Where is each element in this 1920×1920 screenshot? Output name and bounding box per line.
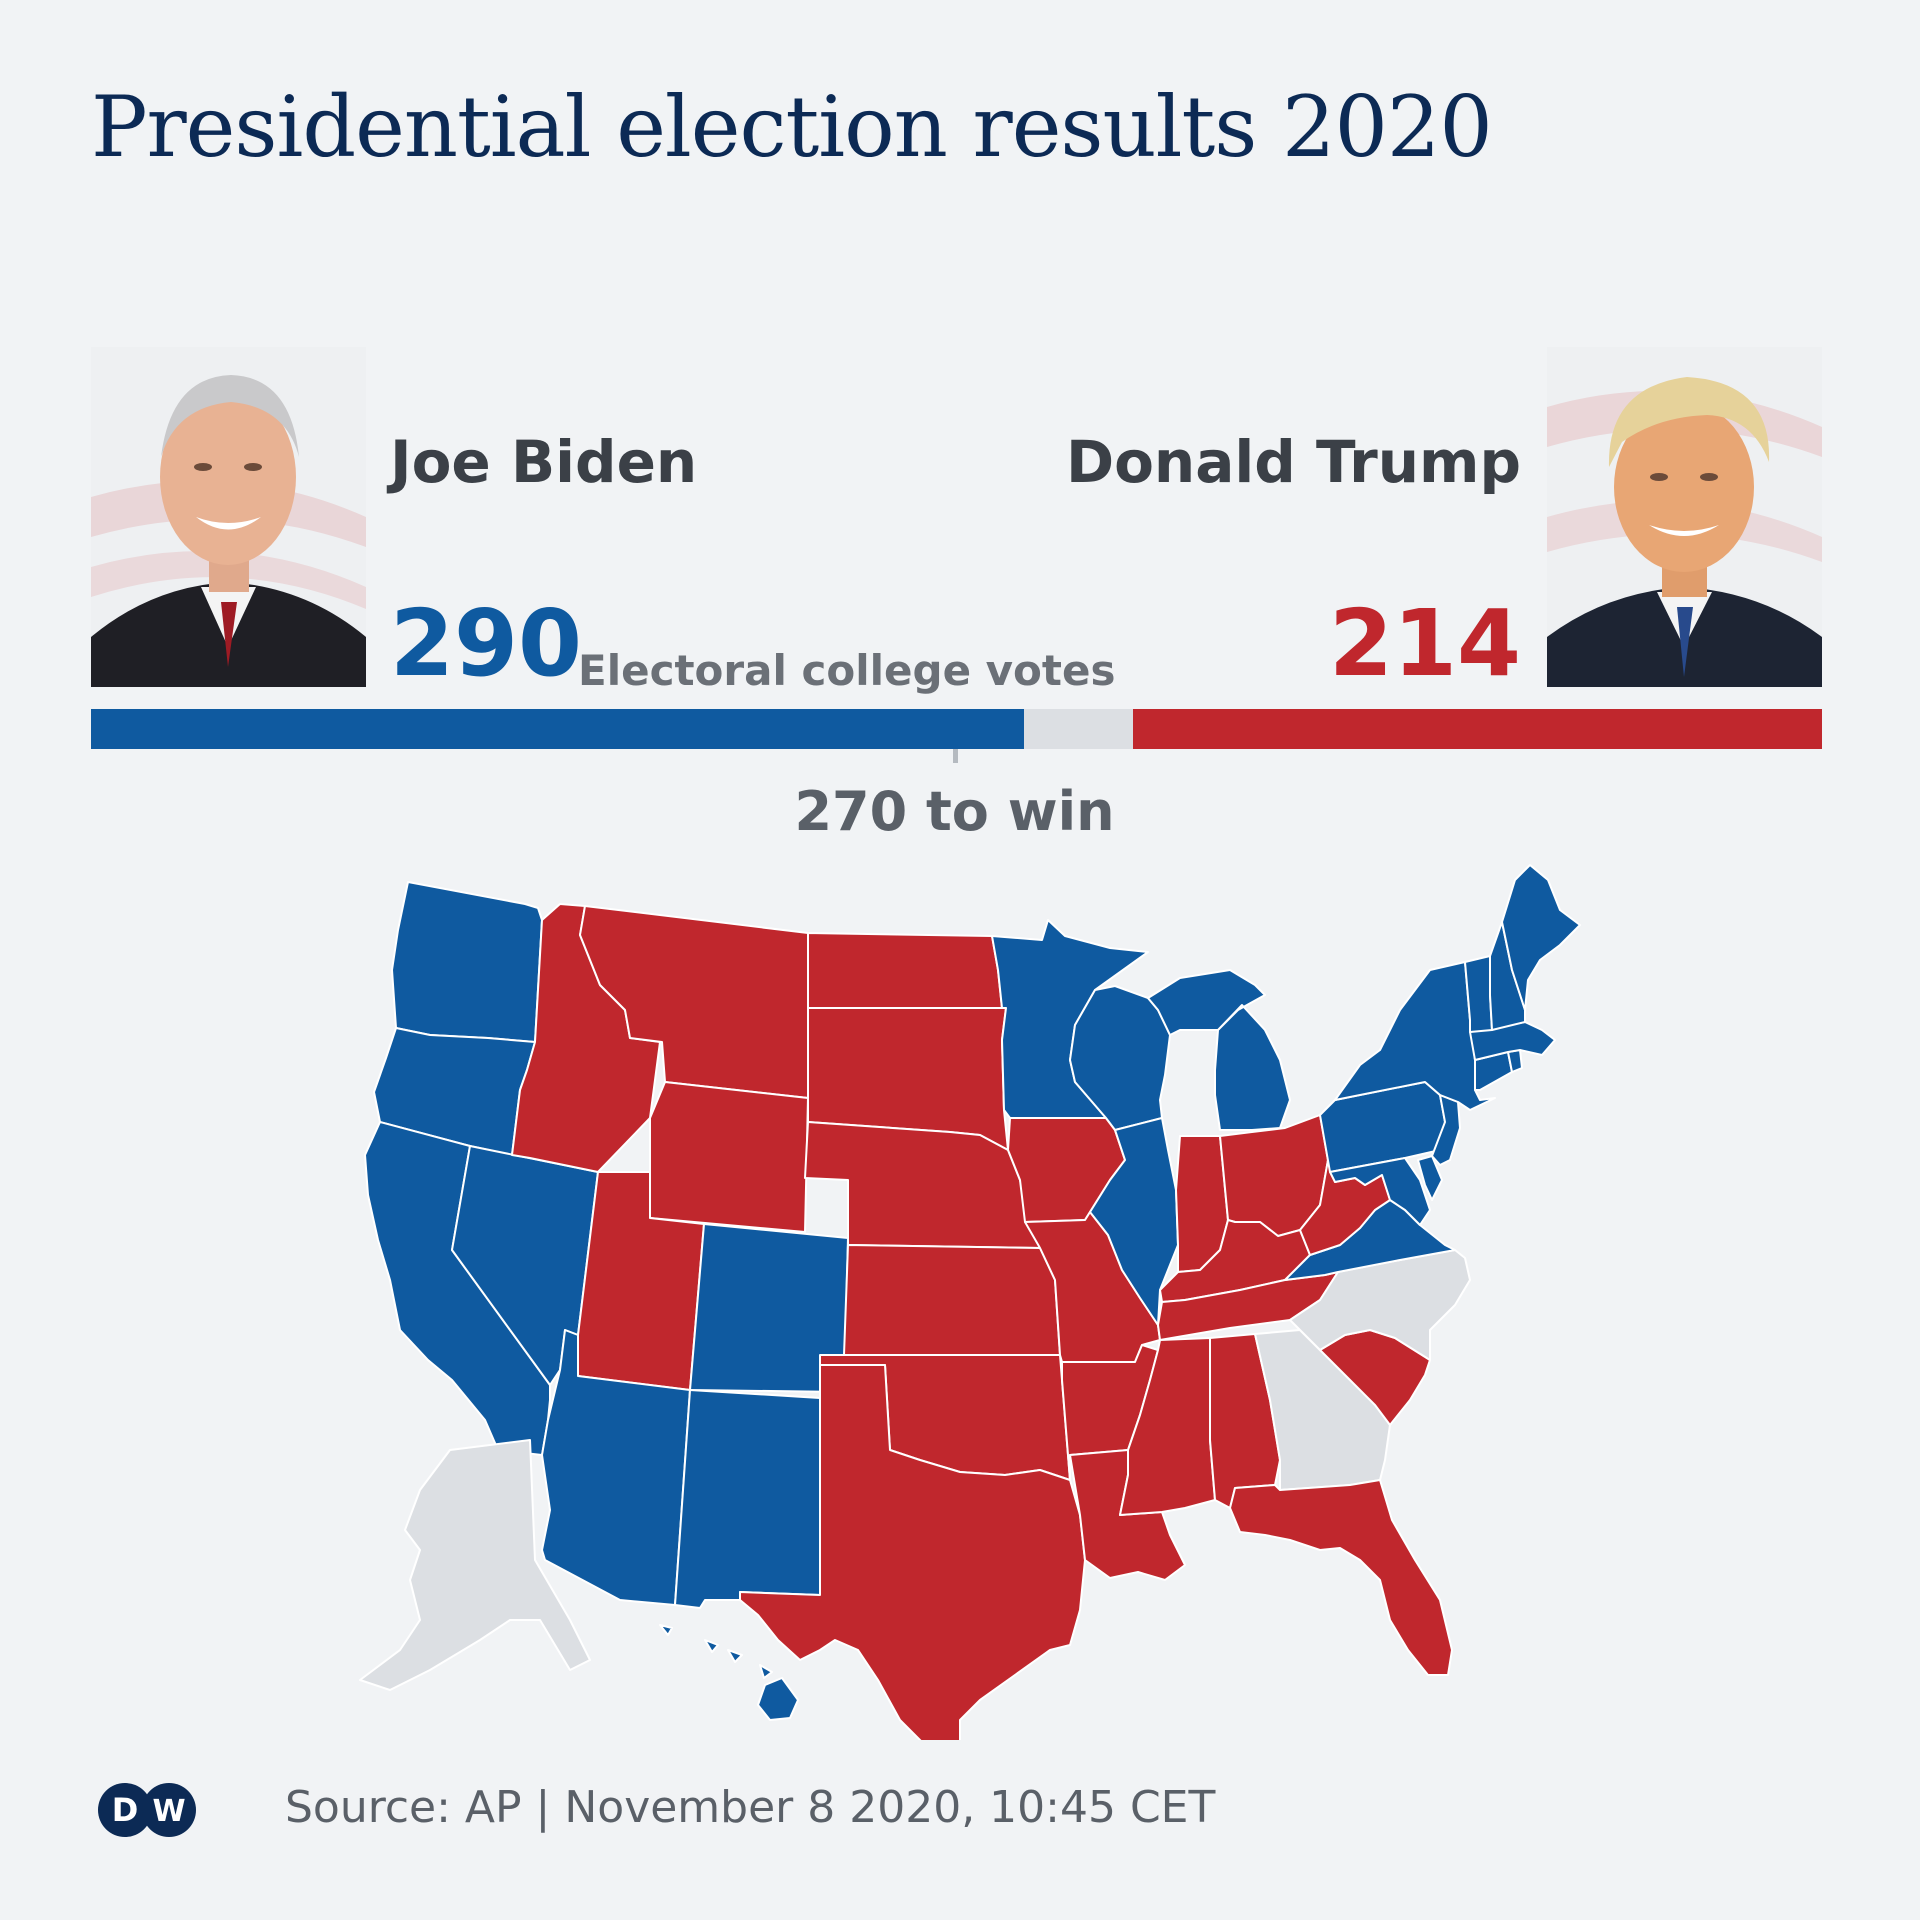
state-MS xyxy=(1119,1337,1216,1516)
state-MA xyxy=(1469,1021,1556,1061)
us-map xyxy=(280,860,1620,1740)
state-ND xyxy=(807,932,1007,1009)
votes-label: Electoral college votes xyxy=(578,646,1116,695)
state-TX xyxy=(739,1364,1086,1740)
state-WI xyxy=(1069,985,1171,1131)
state-MD xyxy=(1329,1157,1431,1226)
trump-portrait xyxy=(1547,347,1822,687)
svg-text:D: D xyxy=(112,1791,139,1829)
state-MI xyxy=(1147,969,1291,1131)
state-HI xyxy=(659,1624,799,1721)
page-title: Presidential election results 2020 xyxy=(91,78,1493,176)
state-NJ xyxy=(1431,1094,1461,1166)
state-WA xyxy=(391,881,543,1043)
source-note: Source: AP | November 8 2020, 10:45 CET xyxy=(285,1782,1216,1833)
dw-logo: D W xyxy=(96,1781,198,1839)
electoral-vote-bar xyxy=(91,709,1822,749)
svg-text:W: W xyxy=(152,1794,185,1829)
state-VT xyxy=(1464,955,1493,1033)
state-AK xyxy=(359,1439,591,1691)
threshold-tick xyxy=(952,749,958,763)
biden-votes: 290 xyxy=(390,590,583,697)
state-FL xyxy=(1229,1479,1453,1676)
trump-votes: 214 xyxy=(1328,590,1521,697)
trump-name: Donald Trump xyxy=(1065,428,1521,496)
win-threshold-label: 270 to win xyxy=(794,780,1115,843)
rep-vote-segment xyxy=(1133,709,1822,749)
state-IL xyxy=(1089,1117,1179,1326)
state-ME xyxy=(1501,864,1581,1011)
state-NM xyxy=(674,1389,821,1609)
state-DE xyxy=(1417,1155,1443,1201)
biden-portrait xyxy=(91,347,366,687)
biden-name: Joe Biden xyxy=(390,428,698,496)
dem-vote-segment xyxy=(91,709,1025,749)
state-KS xyxy=(843,1244,1061,1356)
state-WY xyxy=(649,1081,809,1233)
